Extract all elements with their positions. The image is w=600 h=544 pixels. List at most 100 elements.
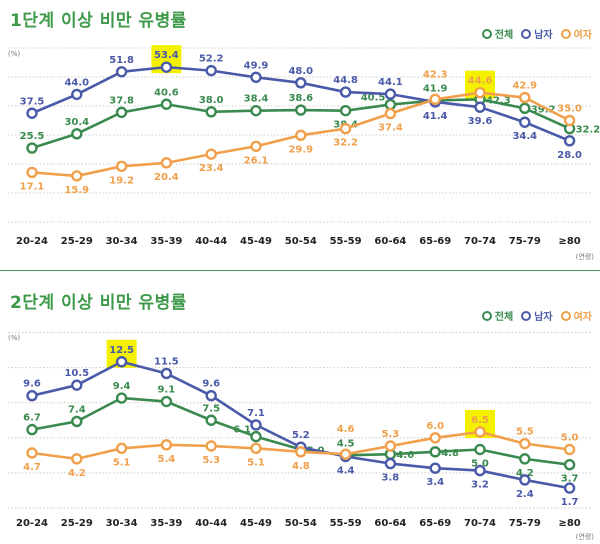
male-data-label: 9.6	[23, 379, 41, 390]
total-data-point	[205, 106, 217, 118]
total-data-label: 30.4	[64, 117, 89, 128]
x-tick-label: 40-44	[195, 518, 227, 529]
legend-male: 남자	[534, 312, 553, 323]
x-tick-label: 65-69	[419, 236, 451, 247]
female-data-label: 6.0	[426, 421, 444, 432]
male-data-point	[26, 389, 38, 402]
female-data-point	[384, 107, 397, 120]
male-data-point	[250, 419, 262, 431]
x-tick-label: 70-74	[464, 236, 496, 247]
male-data-label: 3.8	[382, 473, 400, 484]
female-data-point	[295, 446, 307, 458]
male-data-label: 52.2	[199, 54, 224, 65]
total-data-point	[160, 98, 173, 110]
male-data-point	[71, 379, 83, 391]
x-tick-label: 55-59	[330, 236, 362, 247]
male-data-point	[563, 482, 576, 494]
total-data-label: 40.6	[154, 87, 179, 98]
total-data-point	[295, 104, 307, 116]
x-tick-label: 50-54	[285, 236, 317, 247]
chart2-title: 2단계 이상 비만 유병률	[10, 293, 187, 313]
female-data-point	[339, 448, 352, 460]
male-data-point	[250, 71, 262, 83]
female-data-point	[115, 160, 128, 173]
male-data-point	[160, 367, 173, 380]
total-data-label: 41.9	[423, 83, 448, 94]
female-data-point	[26, 166, 38, 179]
female-data-point	[205, 440, 217, 452]
female-data-label: 42.9	[512, 81, 537, 92]
legend-female: 여자	[573, 312, 592, 323]
female-data-label: 37.4	[378, 123, 403, 134]
male-data-label: 41.4	[423, 111, 448, 122]
x-tick-label: 60-64	[374, 236, 406, 247]
x-tick-label: 35-39	[150, 236, 182, 247]
chart1-legend: 전체 남자 여자	[481, 26, 592, 41]
female-data-point	[519, 437, 531, 450]
x-tick-label: 70-74	[464, 518, 496, 529]
male-data-point	[205, 64, 217, 77]
female-data-point	[160, 439, 173, 451]
female-data-point	[26, 447, 38, 459]
total-data-label: 40.5	[361, 93, 386, 104]
x-tick-label: 35-39	[150, 518, 182, 529]
female-data-point	[563, 114, 576, 127]
female-data-point	[160, 157, 173, 169]
total-data-label: 4.2	[516, 468, 534, 479]
legend-female-marker-icon	[560, 28, 571, 39]
total-data-label: 38.4	[244, 94, 269, 105]
male-data-point	[205, 389, 217, 402]
total-data-point	[71, 415, 83, 428]
total-data-point	[384, 98, 397, 111]
legend-total-marker-icon	[481, 310, 492, 321]
male-data-label: 4.4	[337, 466, 355, 477]
male-data-label: 1.7	[561, 497, 579, 508]
total-data-label: 6.7	[23, 413, 41, 424]
total-data-label: 7.5	[202, 403, 220, 414]
female-data-label: 5.1	[247, 457, 265, 468]
male-data-label: 10.5	[64, 368, 89, 379]
x-tick-label: ≥80	[558, 518, 580, 529]
section-divider	[0, 270, 600, 271]
female-data-point	[339, 122, 352, 135]
total-data-point	[250, 430, 262, 443]
female-data-point	[474, 426, 486, 438]
female-data-point	[295, 129, 307, 141]
total-data-point	[160, 395, 173, 408]
female-data-label: 5.1	[113, 457, 131, 468]
legend-female: 여자	[573, 30, 592, 41]
female-data-point	[250, 140, 262, 153]
male-data-point	[384, 88, 397, 100]
chart2-legend: 전체 남자 여자	[481, 308, 592, 323]
x-tick-label: 25-29	[61, 518, 93, 529]
female-data-point	[384, 440, 397, 452]
total-data-label: 9.1	[158, 385, 176, 396]
total-data-label: 4.8	[441, 448, 459, 459]
x-tick-label: 20-24	[16, 236, 48, 247]
female-data-label: 20.4	[154, 172, 179, 183]
total-data-label: 6.1	[233, 425, 251, 436]
male-data-label: 5.2	[292, 430, 310, 441]
male-data-label: 3.4	[426, 477, 444, 488]
total-data-label: 38.0	[199, 95, 224, 106]
legend-male: 남자	[534, 30, 553, 41]
female-data-point	[250, 442, 262, 455]
total-data-label: 39.2	[531, 104, 556, 115]
x-tick-label: 50-54	[285, 518, 317, 529]
female-data-point	[115, 442, 128, 455]
male-data-label: 39.6	[468, 116, 493, 127]
male-data-point	[295, 77, 307, 89]
total-data-label: 5.0	[471, 459, 489, 470]
total-data-label: 42.3	[486, 95, 511, 106]
male-data-point	[26, 107, 38, 119]
male-data-point	[384, 457, 397, 470]
female-data-point	[205, 148, 217, 160]
legend-male-marker-icon	[521, 28, 532, 39]
chart1-x-unit: (연령)	[575, 253, 594, 261]
female-data-label: 44.6	[468, 76, 493, 87]
female-data-label: 26.1	[244, 155, 269, 166]
male-data-label: 28.0	[557, 150, 582, 161]
female-data-label: 4.8	[292, 461, 310, 472]
total-data-point	[115, 106, 128, 119]
